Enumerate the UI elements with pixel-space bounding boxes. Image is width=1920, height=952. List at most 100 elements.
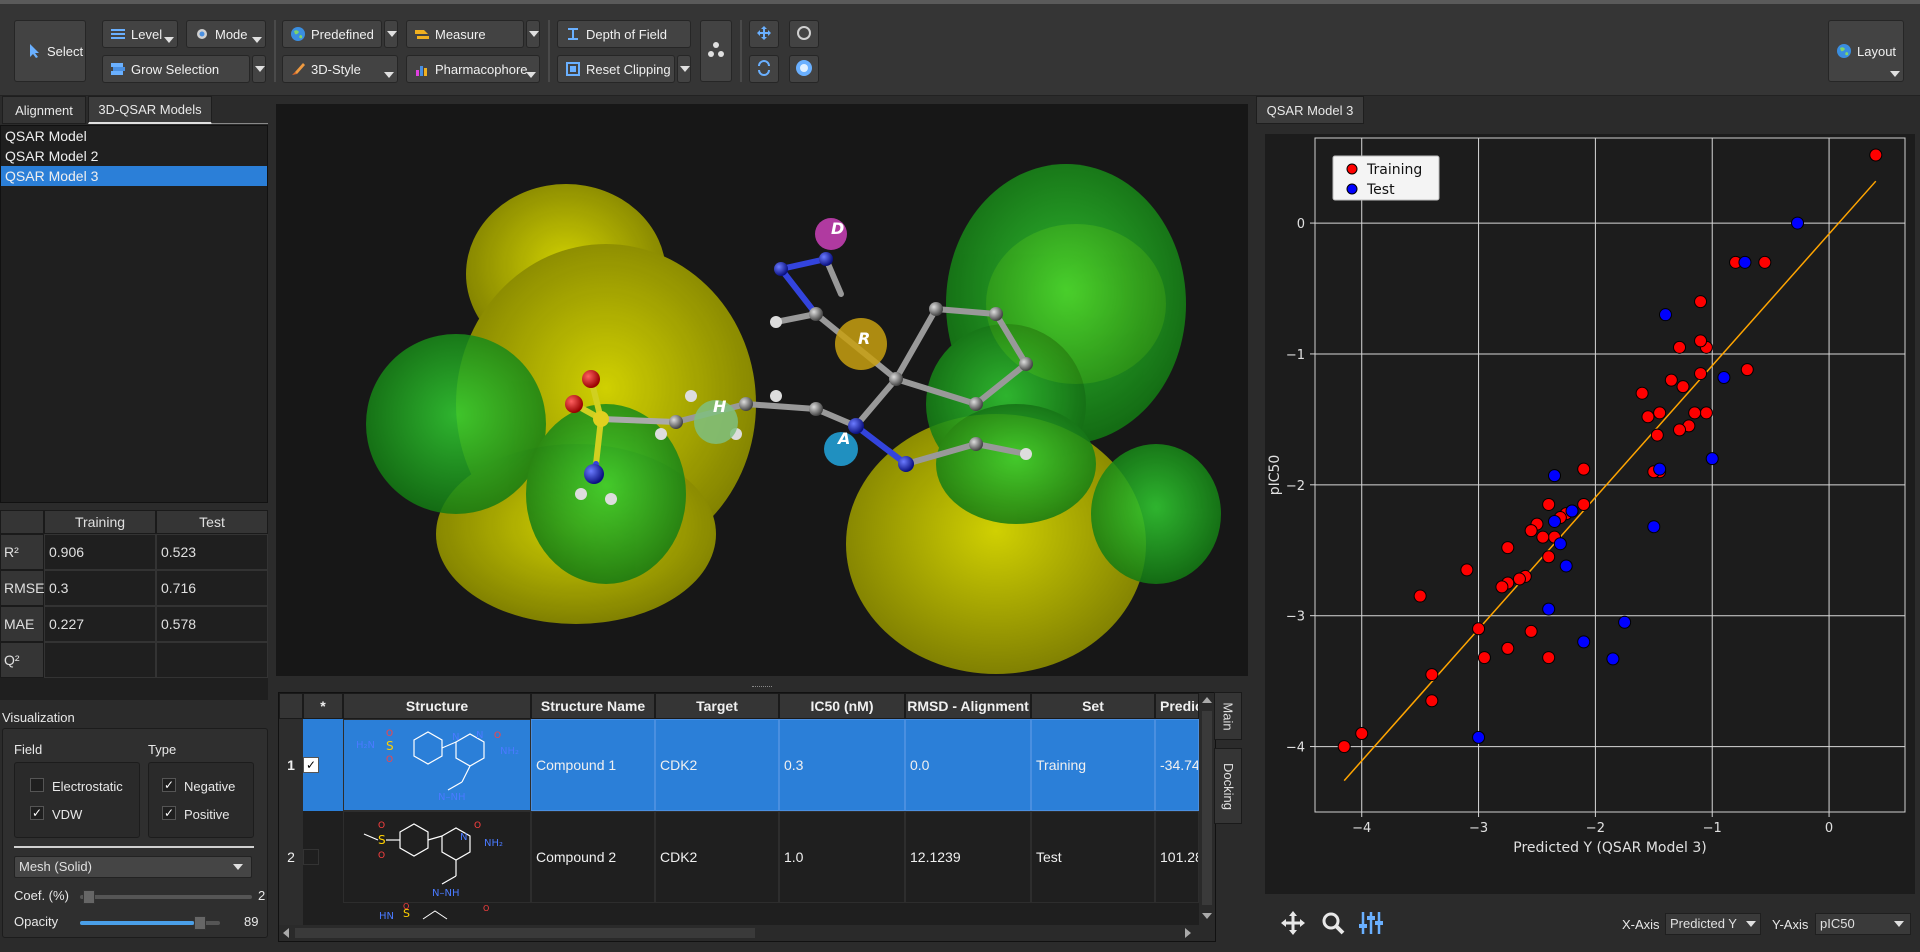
data-point-test[interactable] [1791, 216, 1805, 230]
data-point-test[interactable] [1705, 452, 1719, 466]
data-point-training[interactable] [1577, 497, 1591, 511]
model-item-selected[interactable]: QSAR Model 3 [1, 166, 267, 186]
predicted-cell[interactable]: 101.28 [1155, 811, 1199, 903]
data-point-training[interactable] [1635, 386, 1649, 400]
data-point-training[interactable] [1676, 380, 1690, 394]
model-item[interactable]: QSAR Model 2 [5, 148, 99, 164]
data-point-training[interactable] [1653, 406, 1667, 420]
predefined-dropdown[interactable] [384, 20, 398, 48]
data-point-training[interactable] [1542, 497, 1556, 511]
coef-slider-handle[interactable] [83, 890, 96, 904]
data-point-training[interactable] [1472, 622, 1486, 636]
level-button[interactable]: Level [102, 20, 178, 48]
data-point-training[interactable] [1460, 563, 1474, 577]
tab-qsar-model-3[interactable]: QSAR Model 3 [1256, 96, 1364, 124]
data-point-test[interactable] [1548, 514, 1562, 528]
data-point-training[interactable] [1337, 740, 1351, 754]
scroll-up-arrow[interactable] [1202, 697, 1212, 703]
data-point-test[interactable] [1653, 462, 1667, 476]
tab-docking[interactable]: Docking [1214, 748, 1242, 824]
data-point-training[interactable] [1641, 410, 1655, 424]
table-row[interactable] [303, 811, 1199, 903]
data-point-training[interactable] [1650, 428, 1664, 442]
scrollbar-thumb[interactable] [1202, 711, 1212, 905]
set-cell[interactable]: Test [1031, 811, 1155, 903]
predefined-button[interactable]: Predefined [282, 20, 382, 48]
layout-button[interactable]: Layout [1828, 20, 1904, 82]
negative-checkbox[interactable]: ✓ [162, 778, 176, 792]
rmsd-cell[interactable]: 12.1239 [905, 811, 1031, 903]
grow-selection-dropdown[interactable] [252, 55, 266, 83]
vdw-checkbox[interactable]: ✓ [30, 806, 44, 820]
opacity-slider-track[interactable] [80, 916, 220, 930]
measure-dropdown[interactable] [526, 20, 540, 48]
data-point-test[interactable] [1542, 602, 1556, 616]
data-point-training[interactable] [1740, 363, 1754, 377]
data-point-training[interactable] [1673, 340, 1687, 354]
table-row[interactable] [303, 719, 1199, 811]
opacity-slider-handle[interactable] [193, 916, 206, 930]
data-point-test[interactable] [1647, 520, 1661, 534]
data-point-training[interactable] [1694, 295, 1708, 309]
data-point-training[interactable] [1524, 624, 1538, 638]
data-point-training[interactable] [1688, 406, 1702, 420]
rotate-view-button[interactable] [749, 55, 779, 83]
depth-of-field-button[interactable]: Depth of Field [557, 20, 691, 48]
data-point-training[interactable] [1694, 334, 1708, 348]
data-point-training[interactable] [1413, 589, 1427, 603]
data-point-training[interactable] [1664, 373, 1678, 387]
grow-selection-button[interactable]: Grow Selection [102, 55, 250, 83]
table-header[interactable]: * [303, 693, 343, 719]
data-point-test[interactable] [1553, 537, 1567, 551]
x-axis-select[interactable]: Predicted Y [1665, 913, 1761, 935]
data-point-training[interactable] [1425, 668, 1439, 682]
model-item[interactable]: QSAR Model [5, 128, 87, 144]
data-point-training[interactable] [1694, 367, 1708, 381]
scroll-down-arrow[interactable] [1202, 913, 1212, 919]
scroll-left-arrow[interactable] [283, 928, 289, 938]
circle-view-button[interactable] [789, 20, 819, 48]
table-header[interactable]: Structure [343, 693, 531, 719]
set-cell[interactable]: Training [1031, 719, 1155, 811]
tab-alignment[interactable]: Alignment [2, 96, 86, 124]
horizontal-scrollbar[interactable] [279, 925, 1215, 941]
data-point-training[interactable] [1542, 550, 1556, 564]
data-point-test[interactable] [1618, 615, 1632, 629]
table-header[interactable]: Predicted [1155, 693, 1199, 719]
data-point-test[interactable] [1559, 559, 1573, 573]
coef-slider-track[interactable] [80, 890, 252, 904]
structure-name-cell[interactable]: Compound 1 [531, 719, 655, 811]
ic50-cell[interactable]: 1.0 [779, 811, 905, 903]
table-header[interactable]: Set [1031, 693, 1155, 719]
splitter-handle[interactable] [752, 686, 772, 688]
electrostatic-checkbox[interactable] [30, 778, 44, 792]
data-point-test[interactable] [1577, 635, 1591, 649]
data-point-training[interactable] [1512, 572, 1526, 586]
table-header[interactable]: Target [655, 693, 779, 719]
data-point-test[interactable] [1472, 730, 1486, 744]
data-point-training[interactable] [1542, 651, 1556, 665]
molecule-view-button[interactable] [700, 20, 732, 82]
data-point-training[interactable] [1355, 726, 1369, 740]
y-axis-select[interactable]: pIC50 [1815, 913, 1911, 935]
reset-clipping-dropdown[interactable] [677, 55, 691, 83]
positive-checkbox[interactable]: ✓ [162, 806, 176, 820]
tab-3d-qsar-models[interactable]: 3D-QSAR Models [88, 96, 212, 124]
predicted-cell[interactable]: -34.74 [1155, 719, 1199, 811]
tab-main[interactable]: Main [1214, 692, 1242, 740]
data-point-training[interactable] [1477, 651, 1491, 665]
table-header[interactable]: Structure Name [531, 693, 655, 719]
data-point-test[interactable] [1738, 255, 1752, 269]
reset-clipping-button[interactable]: Reset Clipping [557, 55, 675, 83]
mode-button[interactable]: Mode [186, 20, 266, 48]
data-point-test[interactable] [1548, 469, 1562, 483]
scrollbar-thumb[interactable] [295, 928, 755, 938]
settings-sliders-icon[interactable] [1358, 910, 1384, 936]
data-point-test[interactable] [1658, 308, 1672, 322]
target-cell[interactable]: CDK2 [655, 719, 779, 811]
zoom-tool-icon[interactable] [1320, 910, 1346, 936]
data-point-test[interactable] [1565, 504, 1579, 518]
style-3d-button[interactable]: 3D-Style [282, 55, 398, 83]
style-select[interactable]: Mesh (Solid) [14, 856, 252, 878]
data-point-training[interactable] [1577, 462, 1591, 476]
